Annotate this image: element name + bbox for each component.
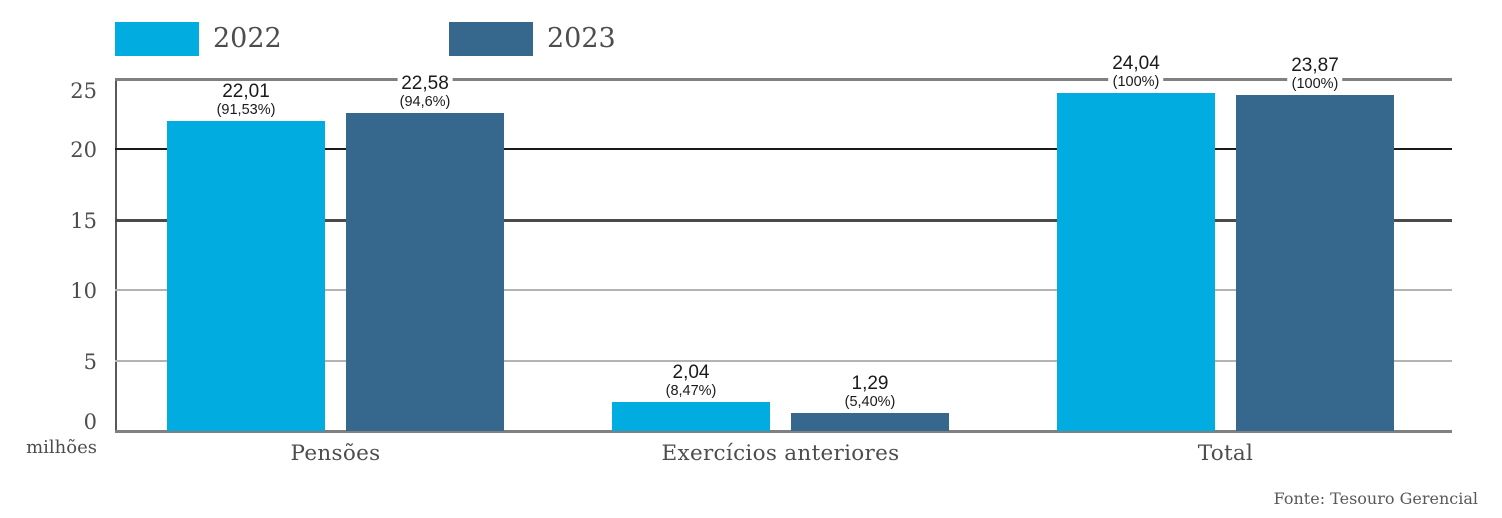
y-axis-tick-label-15: 15 — [70, 208, 97, 233]
bar-percent-label: (100%) — [1108, 74, 1164, 91]
x-axis-category-label-2: Total — [1197, 441, 1254, 466]
plot-area — [115, 78, 1452, 433]
y-axis-tick-label-5: 5 — [83, 349, 97, 374]
bar-value-label: 23,87 — [1287, 55, 1343, 76]
gridline-5 — [115, 359, 1452, 362]
bar-label-2023-category-2: 23,87 (100%) — [1287, 55, 1343, 93]
bar-value-label: 24,04 — [1108, 53, 1164, 74]
bar-label-2023-category-0: 22,58 (94,6%) — [395, 73, 455, 111]
bar-percent-label: (8,47%) — [661, 383, 721, 400]
bar-label-2022-category-1: 2,04 (8,47%) — [661, 362, 721, 400]
y-axis-tick-label-10: 10 — [70, 279, 97, 304]
legend-label-2022: 2022 — [213, 23, 282, 54]
x-axis-category-label-0: Pensões — [290, 441, 381, 466]
y-axis-tick-label-25: 25 — [70, 79, 97, 103]
bar-2023-category-2 — [1236, 95, 1394, 431]
y-axis-line — [115, 79, 117, 431]
y-axis-tick-label-20: 20 — [70, 138, 97, 163]
legend-swatch-2023 — [449, 22, 533, 56]
gridline-15 — [115, 218, 1452, 222]
bar-value-label: 1,29 — [847, 373, 893, 394]
y-axis-tick-label-0: 0 — [83, 410, 97, 434]
gridline-0 — [115, 430, 1452, 433]
legend-item-2022: 2022 — [115, 22, 282, 56]
bar-2023-category-1 — [791, 413, 949, 431]
gridline-10 — [115, 289, 1452, 292]
bar-percent-label: (94,6%) — [395, 94, 455, 111]
source-note: Fonte: Tesouro Gerencial — [1273, 489, 1478, 508]
bar-percent-label: (100%) — [1287, 76, 1343, 93]
bar-2022-category-0 — [167, 121, 325, 431]
bar-2022-category-2 — [1057, 93, 1215, 431]
bar-percent-label: (5,40%) — [840, 394, 900, 411]
bar-label-2022-category-0: 22,01 (91,53%) — [212, 81, 280, 119]
legend-item-2023: 2023 — [449, 22, 616, 56]
gridline-25 — [115, 78, 1452, 81]
x-axis-category-label-1: Exercícios anteriores — [661, 441, 900, 466]
bar-value-label: 2,04 — [668, 362, 714, 383]
legend-swatch-2022 — [115, 22, 199, 56]
gridline-20 — [115, 148, 1452, 151]
legend-label-2023: 2023 — [547, 23, 616, 54]
bar-value-label: 22,58 — [397, 73, 453, 94]
bar-2022-category-1 — [612, 402, 770, 431]
bar-2023-category-0 — [346, 113, 504, 431]
y-axis-unit-label: milhões — [26, 437, 97, 458]
bar-percent-label: (91,53%) — [212, 102, 280, 119]
bar-value-label: 22,01 — [218, 81, 274, 102]
bar-label-2022-category-2: 24,04 (100%) — [1108, 53, 1164, 91]
bar-label-2023-category-1: 1,29 (5,40%) — [840, 373, 900, 411]
